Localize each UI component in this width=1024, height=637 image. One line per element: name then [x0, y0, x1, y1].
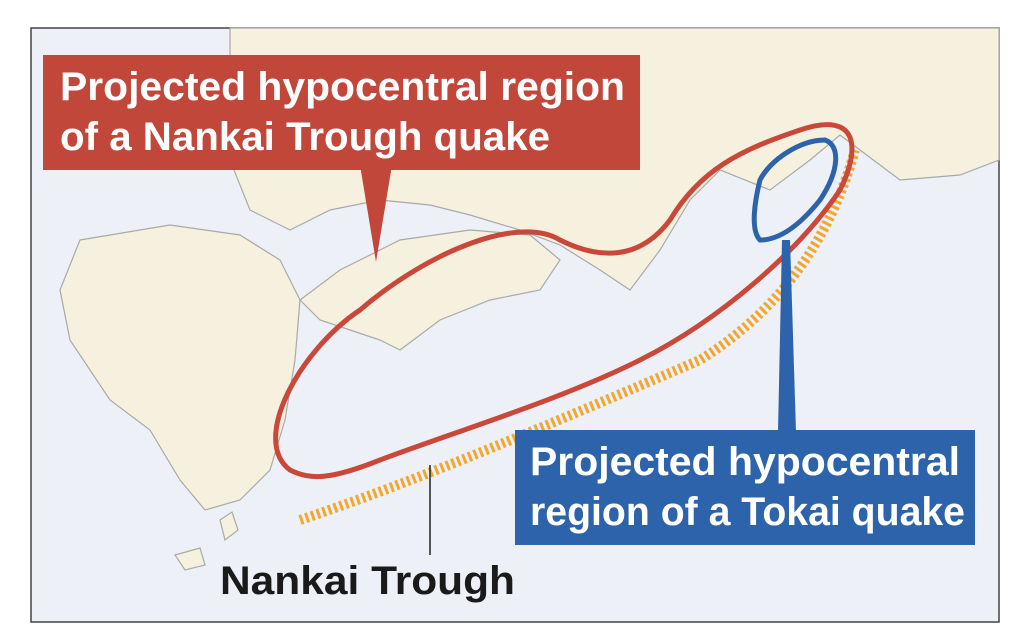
callout-text: Projected hypocentral — [530, 440, 960, 484]
nankai-region — [273, 122, 855, 480]
nankai-callout — [43, 55, 640, 170]
tokai-pointer — [778, 240, 796, 432]
callout-text: of a Nankai Trough quake — [60, 115, 550, 159]
island — [219, 511, 239, 542]
tokai-callout — [515, 430, 975, 545]
trough-label: Nankai Trough — [220, 559, 515, 603]
island — [174, 547, 206, 571]
shikoku — [299, 229, 561, 351]
nankai-pointer — [360, 165, 392, 262]
kyushu — [59, 224, 301, 511]
callout-text: region of a Tokai quake — [530, 490, 965, 534]
callout-text: Projected hypocentral region — [60, 65, 625, 109]
trough-line — [298, 148, 860, 525]
tokai-region — [751, 137, 839, 243]
